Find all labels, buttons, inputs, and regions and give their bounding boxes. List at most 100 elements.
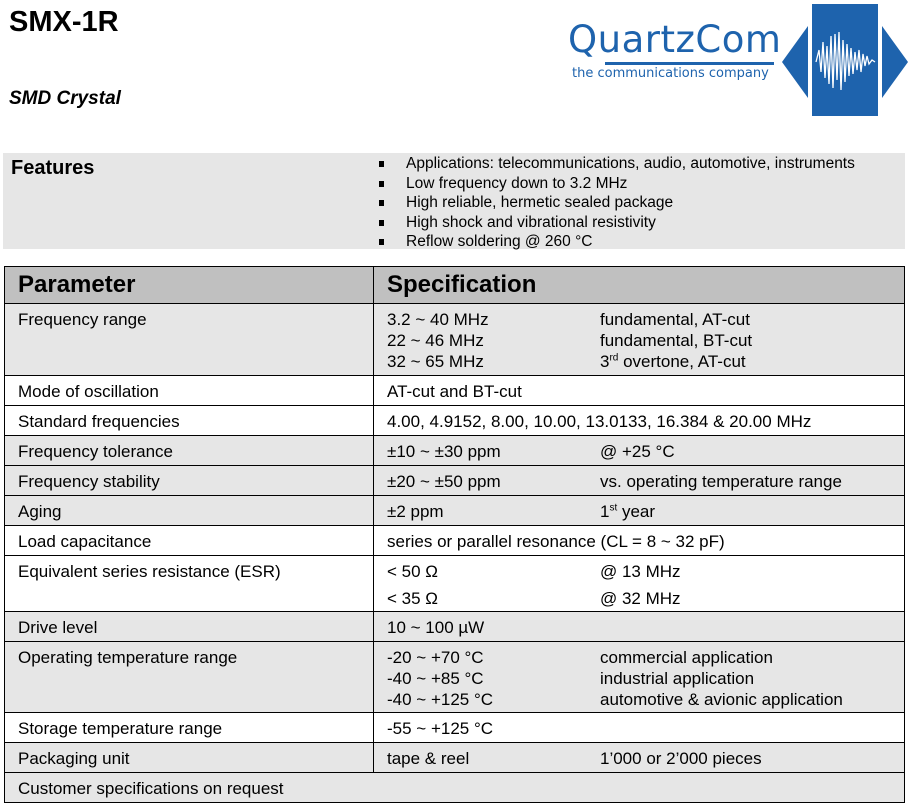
spec-condition: automotive & avionic application — [600, 690, 843, 709]
specification-cell: series or parallel resonance (CL = 8 ~ 3… — [373, 525, 905, 556]
features-section: Features Applications: telecommunication… — [3, 153, 905, 252]
spec-line: -55 ~ +125 °C — [387, 718, 904, 739]
spec-line: series or parallel resonance (CL = 8 ~ 3… — [387, 531, 904, 552]
spec-value: ±2 ppm — [387, 502, 444, 521]
spec-value: AT-cut and BT-cut — [387, 382, 522, 401]
parameter-cell: Load capacitance — [4, 525, 374, 556]
specification-cell: tape & reel 1’000 or 2’000 pieces — [373, 742, 905, 773]
spec-value: 32 ~ 65 MHz — [387, 352, 484, 371]
table-row: Packaging unit tape & reel 1’000 or 2’000 … — [4, 742, 905, 773]
spec-condition: fundamental, AT-cut — [600, 310, 750, 329]
spec-line: 4.00, 4.9152, 8.00, 10.00, 13.0133, 16.3… — [387, 411, 904, 432]
spec-line: -40 ~ +125 °C automotive & avionic applic… — [387, 689, 904, 710]
parameter-cell: Operating temperature range — [4, 641, 374, 713]
ordinal-suffix: rd — [609, 352, 619, 364]
table-row: Mode of oscillation AT-cut and BT-cut — [4, 375, 905, 406]
logo-underline — [605, 62, 774, 65]
spec-line: ±2 ppm 1st year — [387, 501, 904, 522]
parameter-cell: Packaging unit — [4, 742, 374, 773]
feature-item: Applications: telecommunications, audio,… — [379, 154, 855, 174]
spec-condition: 1’000 or 2’000 pieces — [600, 749, 762, 768]
parameter-cell: Aging — [4, 495, 374, 526]
waveform-diamond-icon — [782, 4, 908, 116]
features-list: Applications: telecommunications, audio,… — [379, 154, 855, 252]
spec-line: ±20 ~ ±50 ppm vs. operating temperature r… — [387, 471, 904, 492]
spec-value: series or parallel resonance (CL = 8 ~ 3… — [387, 532, 725, 551]
specification-cell: < 50 Ω @ 13 MHz < 35 Ω @ 32 MHz — [373, 555, 905, 612]
spec-line: 10 ~ 100 µW — [387, 617, 904, 638]
spec-value: ±20 ~ ±50 ppm — [387, 472, 501, 491]
table-row: Frequency stability ±20 ~ ±50 ppm vs. oper… — [4, 465, 905, 496]
spec-value: -55 ~ +125 °C — [387, 719, 494, 738]
spec-line: 22 ~ 46 MHz fundamental, BT-cut — [387, 330, 904, 351]
spec-value: -40 ~ +125 °C — [387, 690, 494, 709]
spec-value: tape & reel — [387, 749, 470, 768]
spec-value: < 50 Ω — [387, 562, 438, 581]
parameter-cell: Drive level — [4, 611, 374, 642]
ordinal-suffix: st — [609, 502, 618, 514]
spec-table: Parameter Specification Frequency range 3… — [4, 266, 905, 803]
spec-value: < 35 Ω — [387, 589, 438, 608]
spec-condition: 1 — [600, 502, 610, 521]
spec-condition-rest: year — [617, 502, 656, 521]
logo-tagline: the communications company — [572, 66, 769, 81]
feature-item: High reliable, hermetic sealed package — [379, 193, 855, 213]
table-header-row: Parameter Specification — [4, 266, 905, 304]
logo-name: QuartzCom — [568, 18, 782, 61]
parameter-cell: Frequency tolerance — [4, 435, 374, 466]
spec-condition: vs. operating temperature range — [600, 472, 842, 491]
spec-line: tape & reel 1’000 or 2’000 pieces — [387, 748, 904, 769]
table-row: Load capacitance series or parallel reson… — [4, 525, 905, 556]
parameter-cell: Standard frequencies — [4, 405, 374, 436]
specification-cell: ±10 ~ ±30 ppm @ +25 °C — [373, 435, 905, 466]
spec-value: 3.2 ~ 40 MHz — [387, 310, 489, 329]
table-row: Frequency range 3.2 ~ 40 MHz fundamental, … — [4, 303, 905, 376]
specification-cell: -20 ~ +70 °C commercial application -40 ~ … — [373, 641, 905, 713]
spec-value: -40 ~ +85 °C — [387, 669, 484, 688]
spec-line: -20 ~ +70 °C commercial application — [387, 647, 904, 668]
feature-item: High shock and vibrational resistivity — [379, 213, 855, 233]
spec-condition-rest: overtone, AT-cut — [618, 352, 746, 371]
specification-cell: 10 ~ 100 µW — [373, 611, 905, 642]
table-row: Frequency tolerance ±10 ~ ±30 ppm @ +25 °C — [4, 435, 905, 466]
table-row: Drive level 10 ~ 100 µW — [4, 611, 905, 642]
spec-condition: @ +25 °C — [600, 442, 675, 461]
header-specification: Specification — [373, 266, 905, 304]
spec-condition: @ 13 MHz — [600, 562, 681, 581]
spec-line: < 35 Ω @ 32 MHz — [387, 588, 904, 609]
table-row: Storage temperature range -55 ~ +125 °C — [4, 712, 905, 743]
spec-line: -40 ~ +85 °C industrial application — [387, 668, 904, 689]
spec-condition: fundamental, BT-cut — [600, 331, 753, 350]
header-parameter: Parameter — [4, 266, 374, 304]
parameter-cell: Frequency range — [4, 303, 374, 376]
spec-line: < 50 Ω @ 13 MHz — [387, 561, 904, 582]
specification-cell: -55 ~ +125 °C — [373, 712, 905, 743]
spec-condition: @ 32 MHz — [600, 589, 681, 608]
spec-condition: commercial application — [600, 648, 773, 667]
feature-item: Low frequency down to 3.2 MHz — [379, 174, 855, 194]
table-footer-row: Customer specifications on request — [4, 772, 905, 803]
table-row: Equivalent series resistance (ESR) < 50 Ω… — [4, 555, 905, 612]
product-title: SMX-1R — [9, 6, 119, 38]
spec-value: 22 ~ 46 MHz — [387, 331, 484, 350]
parameter-cell: Frequency stability — [4, 465, 374, 496]
spec-value: 4.00, 4.9152, 8.00, 10.00, 13.0133, 16.3… — [387, 412, 812, 431]
parameter-cell: Mode of oscillation — [4, 375, 374, 406]
spec-value: -20 ~ +70 °C — [387, 648, 484, 667]
spec-line: ±10 ~ ±30 ppm @ +25 °C — [387, 441, 904, 462]
spec-condition: industrial application — [600, 669, 755, 688]
specification-cell: AT-cut and BT-cut — [373, 375, 905, 406]
table-row: Aging ±2 ppm 1st year — [4, 495, 905, 526]
parameter-cell: Storage temperature range — [4, 712, 374, 743]
spec-value: ±10 ~ ±30 ppm — [387, 442, 501, 461]
features-label: Features — [11, 157, 95, 179]
product-subtitle: SMD Crystal — [9, 88, 121, 109]
spec-value: 10 ~ 100 µW — [387, 618, 485, 637]
customer-specs-note: Customer specifications on request — [4, 772, 905, 803]
spec-line: AT-cut and BT-cut — [387, 381, 904, 402]
quartzcom-logo: QuartzCom the communications company — [562, 4, 908, 116]
table-row: Operating temperature range -20 ~ +70 °C c… — [4, 641, 905, 713]
specification-cell: ±20 ~ ±50 ppm vs. operating temperature r… — [373, 465, 905, 496]
spec-condition: 3 — [600, 352, 610, 371]
parameter-cell: Equivalent series resistance (ESR) — [4, 555, 374, 612]
